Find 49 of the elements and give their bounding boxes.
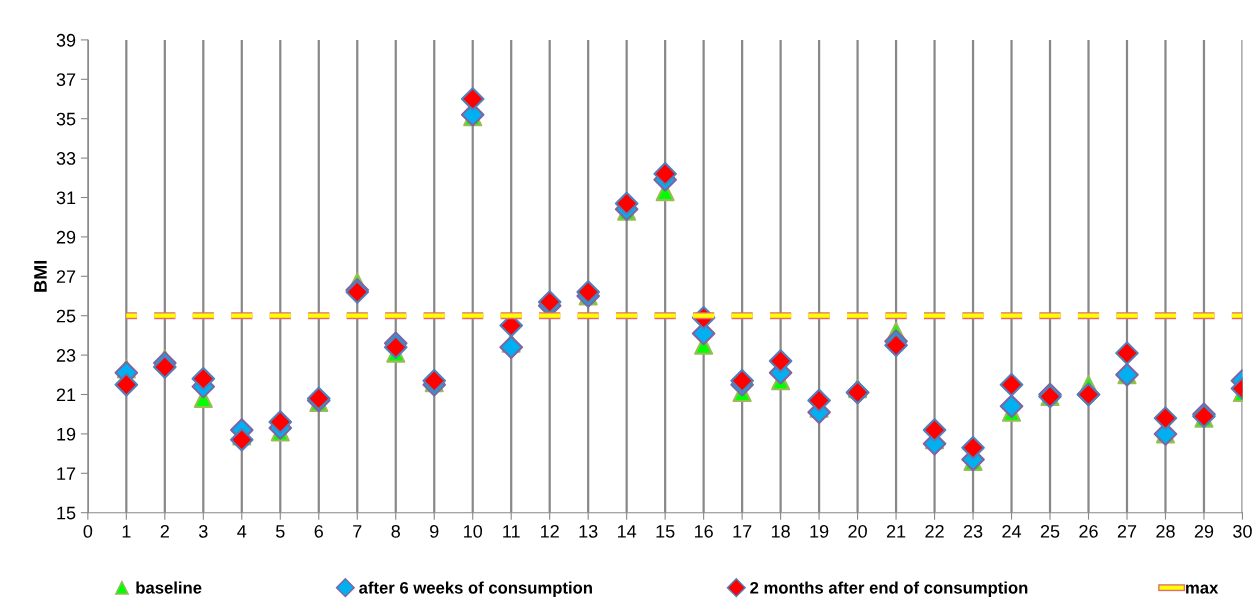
y-tick-label: 37	[56, 73, 76, 87]
y-axis-title: BMI	[34, 260, 47, 292]
x-tick-label: 18	[771, 524, 790, 538]
x-tick-label: 25	[1040, 524, 1060, 538]
x-tick-label: 14	[618, 525, 637, 538]
x-tick-label: 30	[1233, 524, 1252, 538]
x-tick-label: 28	[1156, 524, 1175, 538]
y-tick-label: 23	[56, 349, 76, 362]
x-tick-label: 23	[963, 524, 983, 538]
x-tick-label: 29	[1194, 524, 1214, 538]
y-tick-label: 33	[56, 152, 76, 165]
x-tick-label: 15	[656, 525, 675, 538]
x-tick-label: 6	[314, 524, 323, 538]
x-tick-label: 22	[925, 524, 944, 538]
y-tick-label: 25	[56, 309, 76, 323]
x-tick-label: 1	[122, 525, 131, 538]
x-tick-label: 19	[810, 524, 829, 538]
x-tick-label: 9	[430, 524, 439, 538]
x-tick-label: 24	[1002, 524, 1022, 538]
y-tick-label: 19	[57, 427, 76, 441]
y-tick-label: 29	[56, 230, 76, 244]
x-tick-label: 27	[1117, 524, 1137, 538]
x-tick-label: 7	[353, 525, 362, 538]
x-tick-label: 5	[275, 525, 285, 538]
x-tick-label: 21	[886, 524, 906, 538]
y-tick-label: 17	[57, 467, 76, 480]
x-tick-label: 11	[503, 525, 520, 538]
legend-label: baseline	[136, 581, 202, 594]
x-tick-label: 17	[733, 525, 752, 538]
x-tick-label: 0	[83, 524, 93, 538]
y-tick-label: 21	[56, 388, 76, 402]
legend-label: 2 months after end of consumption	[750, 581, 1028, 597]
x-tick-label: 10	[464, 524, 483, 538]
x-tick-label: 8	[391, 524, 400, 538]
x-tick-label: 20	[848, 524, 867, 538]
y-tick-label: 35	[56, 112, 76, 126]
y-tick-label: 31	[56, 191, 76, 205]
x-tick-label: 3	[198, 524, 208, 538]
legend-label: max	[1186, 584, 1219, 594]
y-tick-label: 39	[56, 33, 76, 47]
x-tick-label: 16	[694, 524, 713, 538]
x-tick-label: 13	[579, 524, 598, 538]
x-tick-label: 12	[541, 524, 559, 538]
legend-label: after 6 weeks of consumption	[359, 581, 592, 597]
y-tick-label: 27	[56, 270, 76, 283]
x-tick-label: 26	[1079, 524, 1098, 538]
y-tick-label: 15	[57, 506, 76, 520]
x-tick-label: 4	[237, 525, 247, 538]
x-tick-label: 2	[160, 524, 169, 538]
